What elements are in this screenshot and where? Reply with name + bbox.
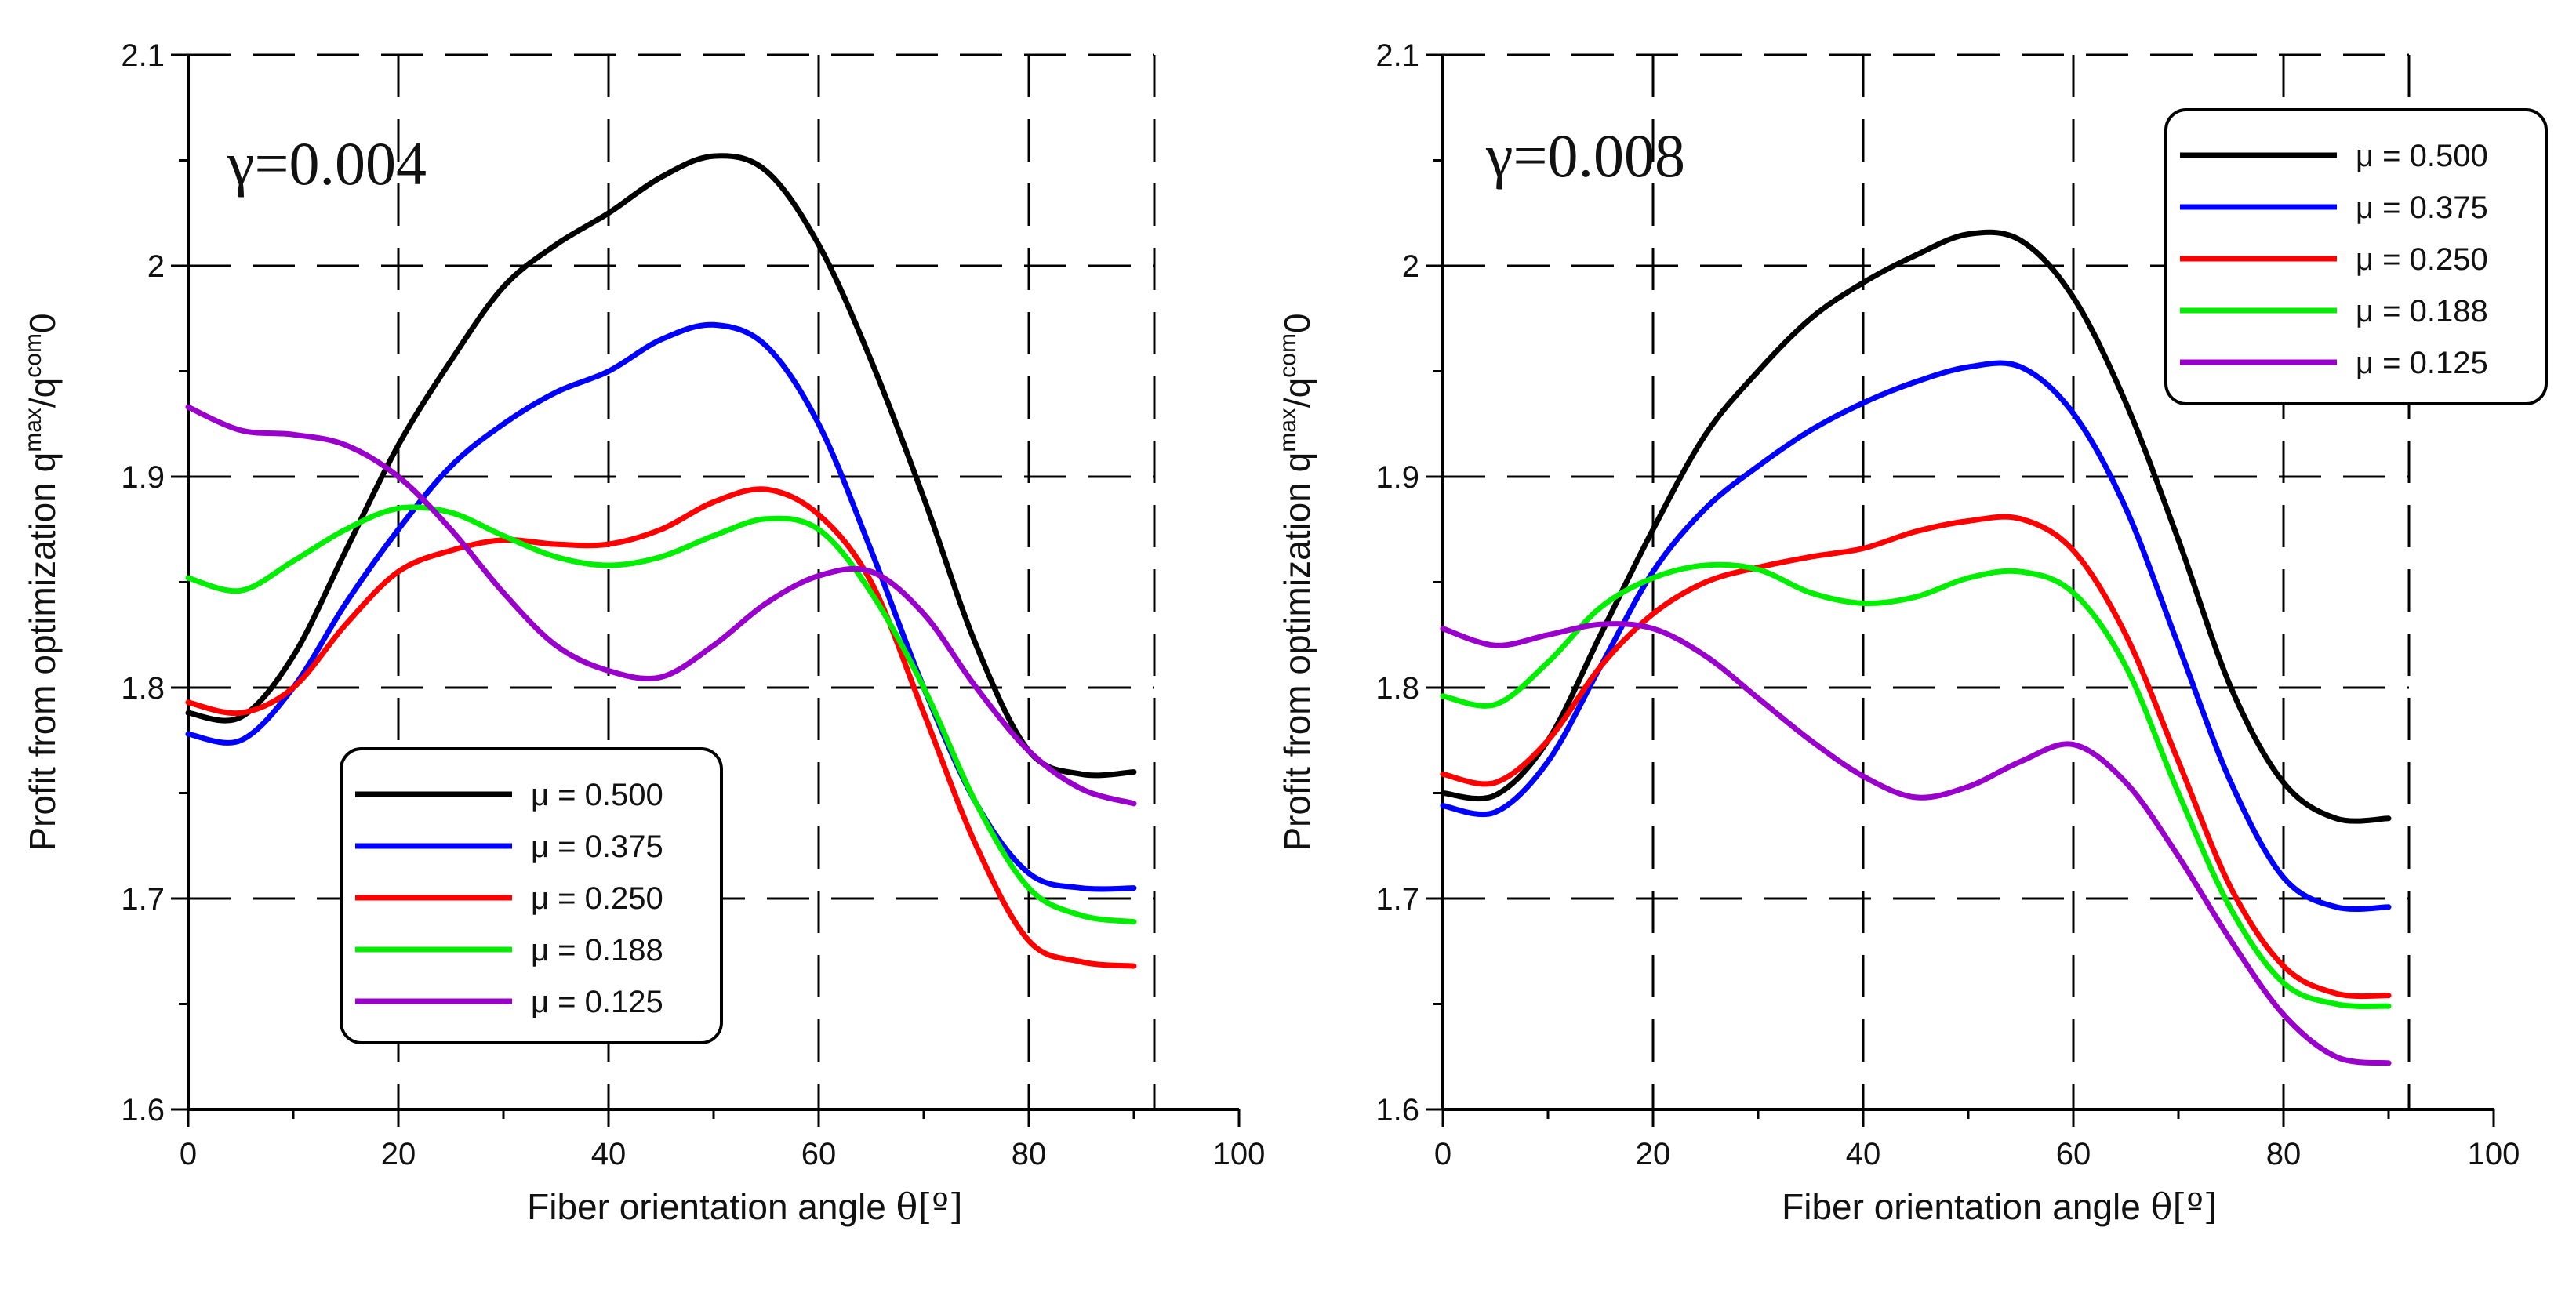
y-tick-label: 1.8 bbox=[121, 671, 165, 706]
series-line-4 bbox=[185, 404, 1137, 807]
x-tick-label: 80 bbox=[1012, 1137, 1047, 1171]
legend-label: μ = 0.375 bbox=[2356, 191, 2488, 225]
gamma-annotation: γ=0.004 bbox=[227, 129, 427, 198]
y-tick-label: 1.6 bbox=[121, 1093, 165, 1127]
legend-label: μ = 0.188 bbox=[2356, 294, 2488, 329]
series-line-1 bbox=[1440, 360, 2392, 913]
series-line-4 bbox=[1440, 621, 2392, 1066]
legend-box bbox=[340, 747, 723, 1044]
series-line-3 bbox=[1440, 561, 2392, 1009]
series-lines bbox=[185, 153, 1137, 969]
legend-box bbox=[2164, 108, 2548, 405]
x-tick-label: 0 bbox=[180, 1137, 197, 1171]
series-line-2 bbox=[185, 486, 1137, 969]
x-tick-label: 60 bbox=[801, 1137, 837, 1171]
x-tick-label: 60 bbox=[2056, 1137, 2091, 1171]
y-axis-label: Profit from optimization qmax/qcom0 bbox=[20, 313, 63, 851]
x-tick-label: 40 bbox=[591, 1137, 627, 1171]
x-axis-label: Fiber orientation angle θ[º] bbox=[527, 1186, 963, 1228]
legend: μ = 0.500 μ = 0.375 μ = 0.250 μ = 0.188 μ = … bbox=[2164, 108, 2548, 405]
chart-panel-gamma-0004: 1.6 1.7 1.8 1.9 2 2.1 0 20 40 60 80 100 Fiber orient… bbox=[20, 38, 1265, 1228]
series-line-3 bbox=[185, 504, 1137, 925]
y-tick-label: 1.8 bbox=[1375, 671, 1419, 706]
y-tick-label: 2 bbox=[147, 249, 165, 284]
x-tick-label: 40 bbox=[1846, 1137, 1881, 1171]
legend-label: μ = 0.188 bbox=[531, 933, 663, 968]
x-tick-label: 80 bbox=[2266, 1137, 2302, 1171]
y-tick-label: 2 bbox=[1402, 249, 1419, 284]
y-tick-label: 1.9 bbox=[1375, 460, 1419, 495]
legend-label: μ = 0.125 bbox=[2356, 346, 2488, 380]
y-tick-label: 2.1 bbox=[121, 38, 165, 73]
chart-panel-gamma-0008: 1.6 1.7 1.8 1.9 2 2.1 0 20 40 60 80 100 Fiber orient… bbox=[1275, 38, 2548, 1228]
y-tick-label: 1.9 bbox=[121, 460, 165, 495]
y-tick-label: 2.1 bbox=[1375, 38, 1419, 73]
x-tick-label: 0 bbox=[1434, 1137, 1451, 1171]
y-tick-label: 1.7 bbox=[1375, 882, 1419, 917]
y-axis-label: Profit from optimization qmax/qcom0 bbox=[1275, 313, 1317, 851]
x-tick-label: 20 bbox=[381, 1137, 416, 1171]
series-line-2 bbox=[1440, 514, 2392, 1000]
legend-label: μ = 0.125 bbox=[531, 985, 663, 1019]
grid bbox=[188, 53, 1156, 1109]
x-tick-label: 20 bbox=[1636, 1137, 1671, 1171]
legend-label: μ = 0.250 bbox=[531, 881, 663, 916]
y-tick-label: 1.6 bbox=[1375, 1093, 1419, 1127]
legend-label: μ = 0.500 bbox=[2356, 139, 2488, 173]
legend-label: μ = 0.250 bbox=[2356, 242, 2488, 277]
x-tick-label: 100 bbox=[1213, 1137, 1266, 1171]
y-tick-label: 1.7 bbox=[121, 882, 165, 917]
series-line-0 bbox=[1440, 229, 2392, 824]
x-axis-label: Fiber orientation angle θ[º] bbox=[1782, 1186, 2218, 1228]
gamma-annotation: γ=0.008 bbox=[1485, 122, 1685, 190]
x-tick-label: 100 bbox=[2468, 1137, 2520, 1171]
series-line-0 bbox=[185, 153, 1137, 779]
legend-label: μ = 0.375 bbox=[531, 830, 663, 864]
legend: μ = 0.500 μ = 0.375 μ = 0.250 μ = 0.188 μ = … bbox=[340, 747, 723, 1044]
legend-label: μ = 0.500 bbox=[531, 778, 663, 812]
series-lines bbox=[1440, 229, 2392, 1066]
